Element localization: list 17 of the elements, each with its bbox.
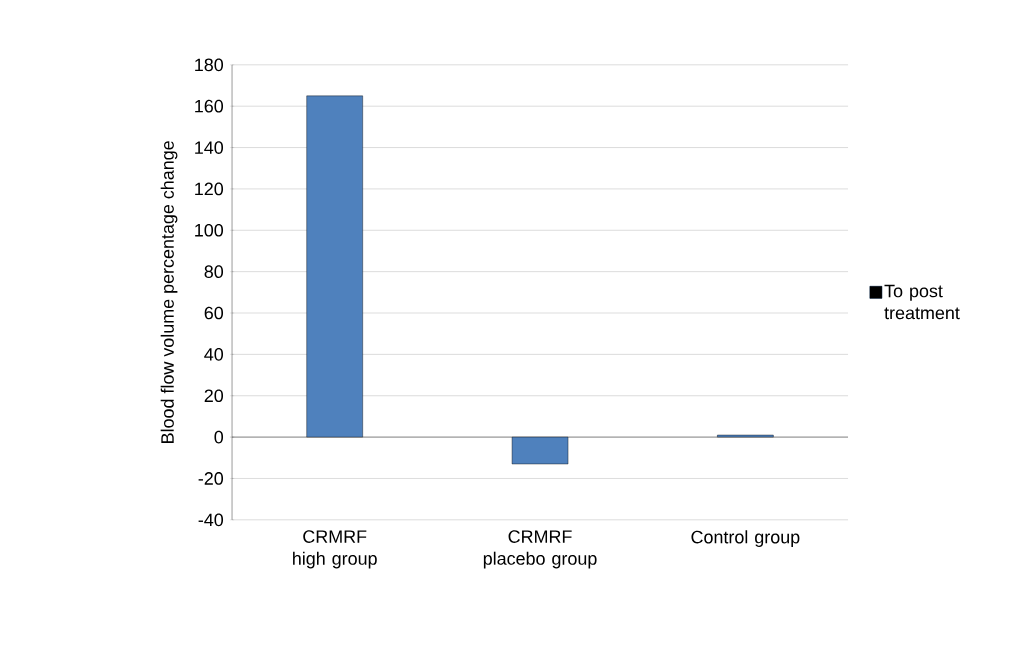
y-tick-label: 100 [195,223,224,237]
y-tick-label: 160 [195,99,224,113]
y-tick-label: -40 [198,513,224,527]
y-tick-label: 120 [195,182,224,196]
y-tick-label: 60 [204,306,224,320]
y-tick-label: 80 [204,265,224,278]
y-tick-label: 20 [204,389,224,403]
y-tick-label: 40 [204,348,224,361]
x-tick-label: Control group [691,530,800,547]
legend-label: To post treatment [884,284,960,320]
y-axis-title: Blood flow volume percentage change [160,141,178,443]
y-tick-label: 180 [195,58,224,72]
y-tick-label: 140 [195,141,224,154]
x-tick-label: CRMRF placebo group [483,530,597,569]
y-tick-label: -20 [198,472,224,485]
x-tick-label: CRMRF high group [293,530,377,569]
y-tick-label: 0 [214,430,224,444]
